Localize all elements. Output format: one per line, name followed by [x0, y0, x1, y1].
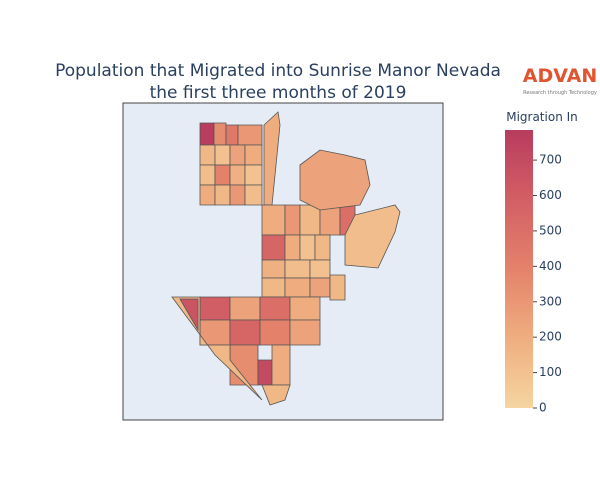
- region: [263, 111, 281, 206]
- region: [214, 184, 231, 206]
- colorbar-tick-label: 500: [539, 223, 562, 237]
- region: [229, 164, 246, 186]
- region: [284, 277, 311, 298]
- region: [259, 319, 291, 346]
- colorbar-tick-label: 600: [539, 188, 562, 202]
- region: [314, 234, 331, 261]
- region: [229, 184, 246, 206]
- region: [289, 319, 321, 346]
- region: [284, 234, 301, 261]
- region: [299, 204, 321, 236]
- region: [259, 296, 291, 321]
- region: [214, 144, 231, 166]
- region: [199, 164, 216, 186]
- region: [199, 296, 231, 321]
- region: [309, 259, 331, 279]
- colorbar-tick-label: 0: [539, 401, 547, 415]
- logo: ADVAN: [523, 65, 598, 87]
- region: [229, 319, 261, 346]
- region: [261, 204, 286, 236]
- region: [284, 204, 301, 236]
- region: [344, 204, 401, 269]
- colorbar-tick-label: 700: [539, 153, 562, 167]
- region: [309, 277, 331, 298]
- region: [199, 144, 216, 166]
- colorbar-tick-label: 300: [539, 294, 562, 308]
- colorbar-tick-label: 200: [539, 330, 562, 344]
- region: [229, 144, 246, 166]
- region: [299, 234, 316, 261]
- region: [199, 184, 216, 206]
- region: [199, 122, 215, 146]
- colorbar-tick-label: 400: [539, 259, 562, 273]
- region: [214, 164, 231, 186]
- region: [261, 234, 286, 261]
- logo-tagline: Research through Technology: [523, 90, 597, 96]
- chart-title: Population that Migrated into Sunrise Ma…: [55, 61, 501, 81]
- region: [261, 384, 291, 406]
- region: [261, 259, 286, 279]
- region: [244, 184, 263, 206]
- region: [179, 298, 199, 332]
- map: [171, 111, 401, 406]
- region: [257, 359, 273, 386]
- region: [237, 124, 263, 146]
- chart-title: the first three months of 2019: [150, 83, 407, 103]
- colorbar-tick-label: 100: [539, 365, 562, 379]
- colorbar-title: Migration In: [506, 110, 578, 124]
- region: [329, 274, 346, 301]
- colorbar-ticks: 0 100 200 300 400 500 600 700: [533, 153, 562, 415]
- region: [299, 149, 371, 211]
- region: [261, 277, 286, 298]
- region: [225, 124, 239, 146]
- region: [271, 344, 291, 386]
- region: [284, 259, 311, 279]
- colorbar: [505, 130, 533, 408]
- region: [229, 296, 261, 321]
- region: [213, 122, 227, 146]
- region: [244, 144, 263, 166]
- region: [289, 296, 321, 321]
- region: [244, 164, 263, 186]
